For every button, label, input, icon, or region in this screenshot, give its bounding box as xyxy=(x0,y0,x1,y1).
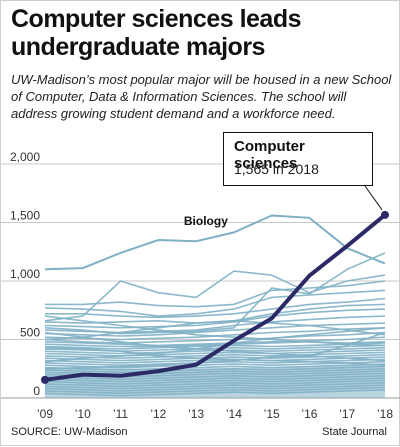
other-major-line xyxy=(44,308,386,329)
other-major-line xyxy=(44,319,386,341)
computer-sciences-point xyxy=(381,210,389,219)
other-major-line xyxy=(44,356,386,364)
other-major-line xyxy=(44,315,386,334)
y-tick-label: 1,000 xyxy=(10,267,40,281)
other-major-line xyxy=(44,303,386,324)
callout-leader-line xyxy=(364,185,383,211)
other-major-line xyxy=(44,365,386,374)
other-major-line xyxy=(44,336,386,347)
x-tick-label: ’09 xyxy=(37,407,53,421)
other-major-line xyxy=(44,331,386,370)
biology-label: Biology xyxy=(184,214,228,228)
other-series-layer xyxy=(44,252,386,398)
other-major-line xyxy=(44,379,386,388)
computer-sciences-series-layer xyxy=(41,210,389,384)
source-note: SOURCE: UW-Madison xyxy=(11,426,128,438)
other-major-line xyxy=(44,315,386,347)
other-major-line xyxy=(44,389,386,397)
publication-credit: State Journal xyxy=(322,426,387,438)
tick-labels-layer: 0 500 1,000 1,500 2,000 ’09 ’10 ’11 ’12 ’13 ’14 ’15… xyxy=(10,150,393,421)
other-major-line xyxy=(44,375,386,383)
other-major-line xyxy=(44,289,386,317)
other-major-line xyxy=(44,346,386,366)
x-tick-label: ’10 xyxy=(75,407,91,421)
biology-series-layer xyxy=(44,214,386,271)
y-tick-label: 0 xyxy=(33,384,40,398)
annotation-layer: Biology xyxy=(184,185,383,228)
other-major-line xyxy=(44,372,386,381)
other-major-line xyxy=(44,384,386,392)
callout-title: Computer sciences xyxy=(234,138,305,172)
x-tick-label: ’17 xyxy=(339,407,355,421)
computer-sciences-callout: Computer sciences 1,565 in 2018 xyxy=(223,132,373,186)
other-major-line xyxy=(44,386,386,395)
other-major-line xyxy=(45,280,386,308)
x-tick-label: ’18 xyxy=(377,407,393,421)
other-major-line xyxy=(44,331,386,362)
computer-sciences-point xyxy=(41,375,49,384)
y-tick-label: 500 xyxy=(20,326,40,340)
other-major-line xyxy=(45,297,386,319)
other-major-line xyxy=(44,331,386,344)
other-major-line xyxy=(44,382,386,390)
y-tick-label: 2,000 xyxy=(10,150,40,164)
x-tick-label: ’12 xyxy=(150,407,166,421)
other-major-line xyxy=(44,377,386,385)
callout-value: 1,565 in 2018 xyxy=(234,161,319,177)
x-tick-label: ’13 xyxy=(188,407,204,421)
biology-line xyxy=(44,214,386,271)
x-tick-label: ’11 xyxy=(113,407,128,421)
other-major-line xyxy=(44,363,386,371)
computer-sciences-line xyxy=(43,212,387,382)
x-tick-label: ’16 xyxy=(301,407,317,421)
x-tick-label: ’15 xyxy=(264,407,280,421)
chart-subtitle: UW-Madison’s most popular major will be … xyxy=(11,72,392,121)
other-major-line xyxy=(44,327,386,363)
x-tick-label: ’14 xyxy=(226,407,242,421)
y-tick-label: 1,500 xyxy=(10,209,40,223)
chart-title: Computer sciences leads undergraduate ma… xyxy=(11,5,302,61)
